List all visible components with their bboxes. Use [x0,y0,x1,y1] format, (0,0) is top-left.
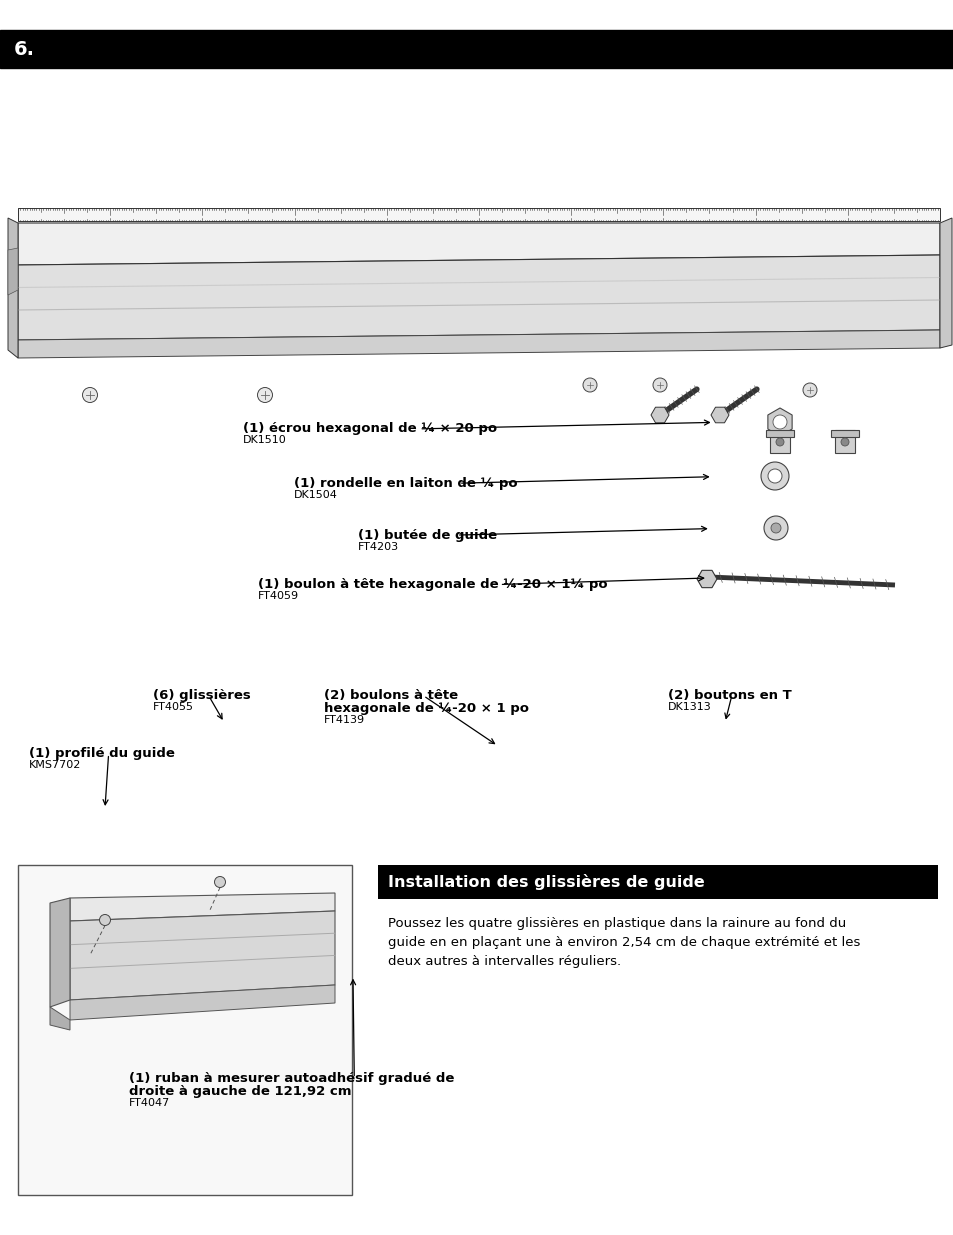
Circle shape [770,522,781,534]
Polygon shape [8,248,18,295]
Polygon shape [765,430,793,437]
Polygon shape [769,430,789,453]
Text: (1) ruban à mesurer autoadhésif gradué de: (1) ruban à mesurer autoadhésif gradué d… [129,1072,454,1086]
Polygon shape [830,430,858,437]
Polygon shape [834,430,854,453]
Text: DK1504: DK1504 [294,490,337,500]
Bar [18,207,939,221]
Circle shape [82,388,97,403]
Circle shape [772,415,786,429]
Circle shape [760,462,788,490]
Text: (2) boulons à tête: (2) boulons à tête [324,689,458,703]
Circle shape [841,438,848,446]
Text: 6.: 6. [14,40,35,58]
Circle shape [775,438,783,446]
Polygon shape [70,911,335,1000]
Bar [377,864,937,899]
Bar [0,30,953,68]
Circle shape [257,388,273,403]
Text: KMS7702: KMS7702 [29,761,81,771]
Circle shape [802,383,816,396]
Text: FT4139: FT4139 [324,715,365,725]
Text: droite à gauche de 121,92 cm: droite à gauche de 121,92 cm [129,1086,351,1098]
Text: Installation des glissières de guide: Installation des glissières de guide [388,874,704,890]
Circle shape [763,516,787,540]
Polygon shape [50,898,70,1007]
Polygon shape [767,408,791,436]
Text: FT4047: FT4047 [129,1098,170,1108]
Polygon shape [18,224,939,266]
Text: FT4059: FT4059 [257,592,298,601]
Polygon shape [50,1007,70,1030]
Polygon shape [650,408,668,422]
Polygon shape [939,219,951,348]
Text: DK1313: DK1313 [667,703,711,713]
Text: (6) glissières: (6) glissières [152,689,250,703]
Text: FT4055: FT4055 [152,703,193,713]
Text: (1) rondelle en laiton de ¼ po: (1) rondelle en laiton de ¼ po [294,477,517,490]
Polygon shape [70,893,335,921]
Polygon shape [8,219,18,358]
Text: Poussez les quatre glissières en plastique dans la rainure au fond du
guide en e: Poussez les quatre glissières en plastiq… [388,918,860,968]
Text: (2) boutons en T: (2) boutons en T [667,689,791,703]
Polygon shape [18,330,939,358]
Polygon shape [697,571,717,588]
Polygon shape [70,986,335,1020]
Text: hexagonale de ¼-20 × 1 po: hexagonale de ¼-20 × 1 po [324,703,529,715]
Circle shape [767,469,781,483]
Bar [18,864,352,1195]
Text: (1) écrou hexagonal de ¼ × 20 po: (1) écrou hexagonal de ¼ × 20 po [243,422,497,436]
Polygon shape [18,254,939,340]
Text: (1) profilé du guide: (1) profilé du guide [29,747,174,761]
Text: (1) butée de guide: (1) butée de guide [357,529,497,542]
Polygon shape [710,408,728,422]
Text: DK1510: DK1510 [243,436,287,446]
Circle shape [99,914,111,925]
Circle shape [214,877,225,888]
Circle shape [652,378,666,391]
Text: (1) boulon à tête hexagonale de ¼-20 × 1¼ po: (1) boulon à tête hexagonale de ¼-20 × 1… [257,578,606,592]
Text: FT4203: FT4203 [357,542,398,552]
Circle shape [582,378,597,391]
